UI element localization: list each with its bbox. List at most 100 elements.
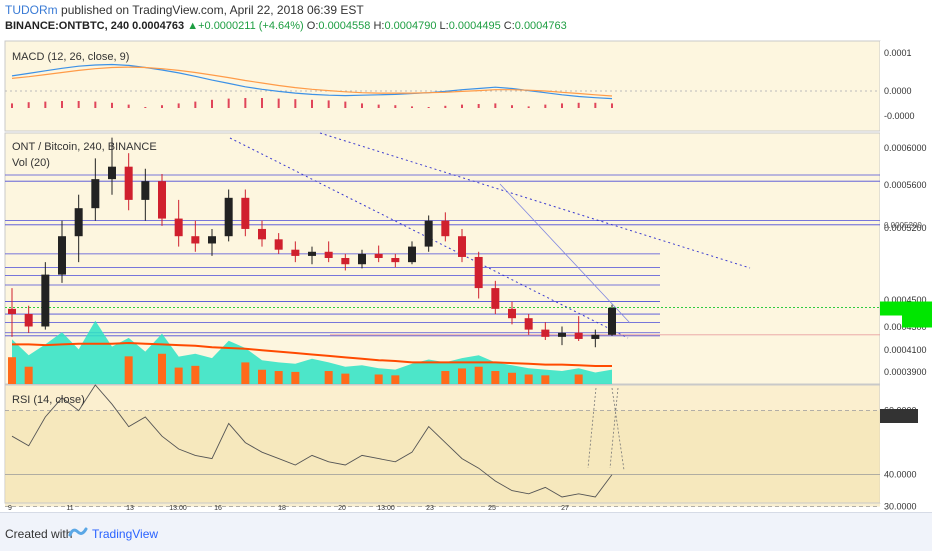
close-label: C: [503, 20, 515, 32]
low-label: L: [439, 20, 449, 32]
rsi-title: RSI (14, close) [12, 394, 85, 406]
close-value: 0.0004763 [514, 20, 567, 32]
macd-hist-bar [561, 103, 563, 108]
macd-hist-bar [511, 105, 513, 108]
candle-down [341, 258, 350, 265]
candle-down [274, 239, 283, 250]
candle-down [508, 308, 516, 319]
volume-bar-down [441, 371, 450, 384]
candle-down [191, 236, 200, 244]
macd-hist-bar [544, 104, 547, 108]
macd-hist-bar [177, 103, 180, 108]
macd-hist-bar [311, 99, 313, 108]
macd-hist-bar [211, 99, 213, 108]
candle-down [541, 329, 550, 337]
macd-hist-bar [327, 100, 330, 108]
candle-up [141, 181, 150, 200]
x-axis-tick: 27 [561, 505, 569, 512]
rsi-band [5, 410, 880, 507]
candle-up [74, 208, 83, 237]
price-scale-area [880, 41, 932, 503]
footer: Created with TradingView [0, 512, 932, 551]
volume-bar-down [258, 369, 266, 384]
x-axis-tick: 20 [338, 505, 346, 512]
volume-bar-down [508, 372, 516, 384]
macd-hist-bar [144, 107, 147, 108]
candle-down [474, 256, 483, 289]
price-axis-tick: 0.0004100 [884, 345, 927, 355]
macd-hist-bar [77, 101, 80, 108]
price-change: ▲+0.0000211 (+4.64%) [187, 20, 304, 32]
macd-hist-bar [411, 106, 413, 108]
candle-up [308, 251, 316, 256]
chart-area[interactable]: MACD (12, 26, close, 9) 0.0001 0.0000 -0.00… [0, 38, 932, 512]
volume-ma-line [12, 341, 612, 367]
macd-hist-bar [44, 101, 47, 108]
x-axis-tick: 9 [8, 505, 12, 512]
open-value: 0.0004558 [318, 20, 371, 32]
price-axis-tick: 0.0003900 [884, 367, 927, 377]
volume-bar-down [274, 371, 283, 384]
price-title: ONT / Bitcoin, 240, BINANCE [12, 141, 157, 153]
rsi-value-tag [880, 409, 918, 423]
volume-bar-down [391, 375, 400, 384]
volume-bar-down [374, 374, 383, 384]
volume-bar-down [191, 365, 200, 384]
price-tag-label: 0.0005200 [884, 221, 922, 230]
volume-bar-down [24, 366, 33, 384]
volume-bar-down [291, 371, 300, 384]
candle-up [424, 220, 433, 247]
candle-up [208, 236, 216, 244]
macd-hist-bar [261, 98, 263, 108]
macd-hist-bar [344, 101, 347, 108]
price-axis-tick: 0.0005200 [884, 223, 927, 233]
macd-axis-tick: 0.0000 [884, 86, 912, 96]
macd-hist-bar [394, 105, 397, 108]
volume-bar-down [158, 353, 166, 384]
macd-hist-bar [527, 106, 530, 108]
tradingview-brand-link[interactable]: TradingView [92, 527, 159, 541]
x-axis-tick: 13:00 [169, 505, 187, 512]
trend-line-lower [229, 137, 629, 339]
candle-up [108, 166, 116, 180]
candle-up [591, 334, 600, 339]
created-with-text: Created with [5, 527, 73, 541]
macd-hist-bar [27, 102, 30, 108]
rsi-projection-lines [587, 387, 625, 471]
high-label: H: [373, 20, 385, 32]
macd-hist-bar [444, 105, 447, 108]
price-axis-tick: 0.0005600 [884, 180, 927, 190]
candle-down [24, 314, 33, 327]
author-link[interactable]: TUDORm [5, 3, 58, 17]
x-axis-tick: 13 [126, 505, 134, 512]
volume-bar-down [524, 374, 533, 384]
candle-down [258, 228, 266, 240]
x-axis-tick: 23 [426, 505, 434, 512]
last-price: 0.0004763 [132, 20, 185, 32]
trend-line-short [499, 183, 631, 324]
macd-hist-bar [111, 102, 113, 108]
volume-bar-down [474, 366, 483, 384]
candle-up [608, 307, 616, 335]
macd-hist-bar [277, 98, 280, 108]
macd-hist-bar [477, 104, 480, 108]
published-text: published on TradingView.com, April 22, … [61, 3, 364, 17]
candle-down [124, 166, 133, 200]
candle-up [408, 246, 416, 263]
x-axis-tick: 18 [278, 505, 286, 512]
candle-down [524, 318, 533, 330]
open-label: O: [306, 20, 319, 32]
candle-up [41, 274, 50, 327]
x-axis-tick: 25 [488, 505, 496, 512]
last-price-tag [880, 301, 932, 316]
macd-hist-bar [427, 107, 430, 108]
macd-hist-bar [494, 103, 497, 108]
macd-hist-bar [361, 103, 363, 108]
macd-axis-tick: -0.0000 [884, 111, 915, 121]
candle-down [8, 308, 16, 315]
macd-hist-bar [127, 104, 130, 108]
volume-title: Vol (20) [12, 157, 50, 169]
macd-hist-bar [377, 104, 380, 108]
candle-down [391, 258, 400, 263]
candle-up [358, 253, 366, 265]
